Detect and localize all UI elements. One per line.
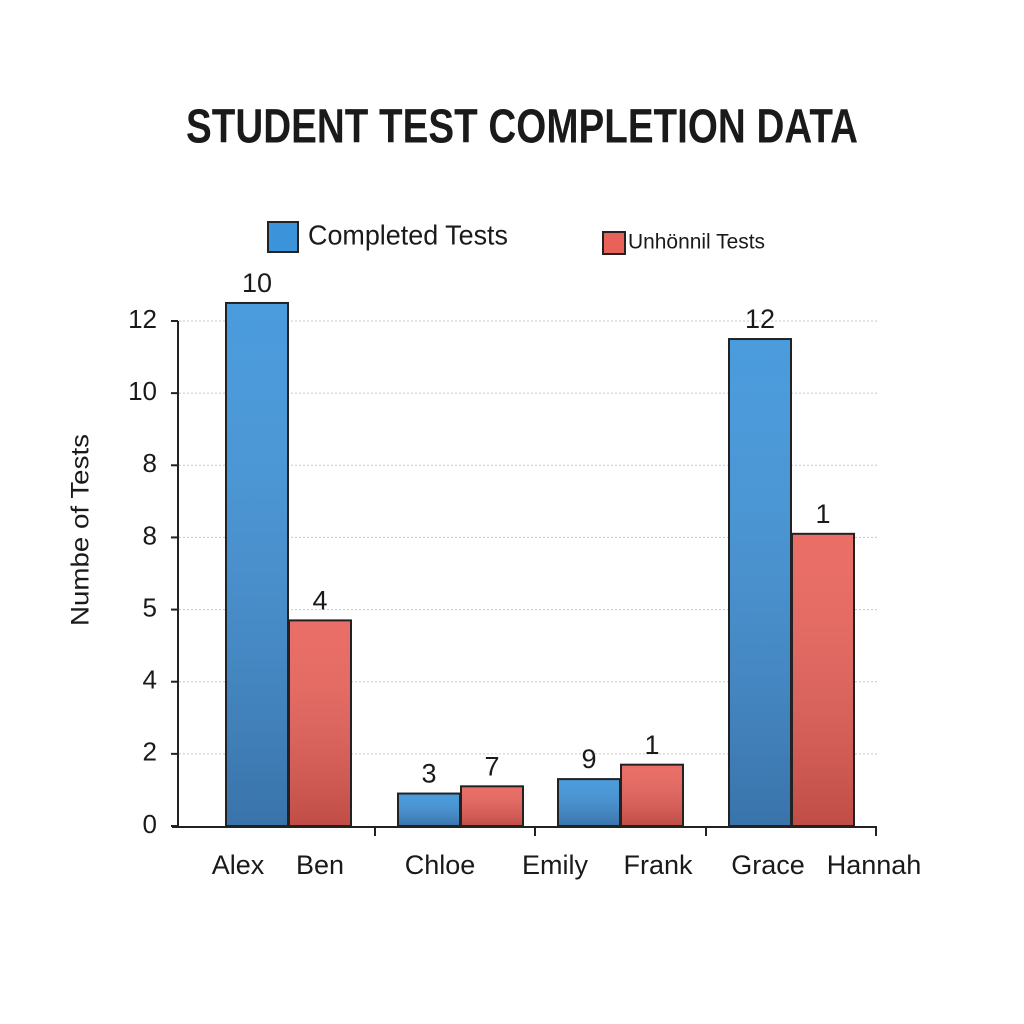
y-tick-label: 12 (128, 304, 157, 334)
x-tick-label: Grace (731, 850, 805, 880)
legend-label: Completed Tests (308, 219, 508, 250)
value-label: 1 (815, 499, 830, 529)
value-label: 12 (745, 304, 775, 334)
x-tick-label: Alex (212, 850, 265, 880)
y-tick-label: 2 (143, 737, 157, 767)
bar-shade (728, 338, 792, 827)
x-tick-label: Chloe (405, 850, 476, 880)
bar-shade (557, 778, 621, 827)
y-tick-label: 8 (143, 448, 157, 478)
bar-shade (288, 619, 352, 828)
y-tick-label: 4 (143, 665, 157, 695)
value-label: 3 (421, 759, 436, 789)
chart-title: STUDENT TEST COMPLETION DATA (186, 101, 858, 154)
y-tick-label: 0 (143, 809, 157, 839)
value-label: 7 (484, 751, 499, 781)
value-label: 1 (644, 730, 659, 760)
bar-shade (620, 763, 684, 828)
legend-swatch (267, 221, 299, 253)
y-tick-label: 5 (143, 592, 157, 622)
y-tick-label: 10 (128, 376, 157, 406)
bar-shade (397, 792, 461, 827)
bar-shade (225, 301, 289, 827)
legend-swatch (602, 231, 626, 255)
value-label: 9 (581, 744, 596, 774)
x-tick-label: Hannah (827, 850, 922, 880)
value-label: 10 (242, 268, 272, 298)
y-axis-label: Numbe of Tests (67, 434, 95, 626)
x-tick-label: Emily (522, 850, 588, 880)
value-label: 4 (312, 586, 327, 616)
bar-shade (460, 785, 524, 827)
legend-label: Unhönnil Tests (628, 231, 765, 254)
x-tick-label: Ben (296, 850, 344, 880)
bar-shade (791, 532, 855, 827)
y-tick-label: 8 (143, 520, 157, 550)
x-tick-label: Frank (623, 850, 693, 880)
